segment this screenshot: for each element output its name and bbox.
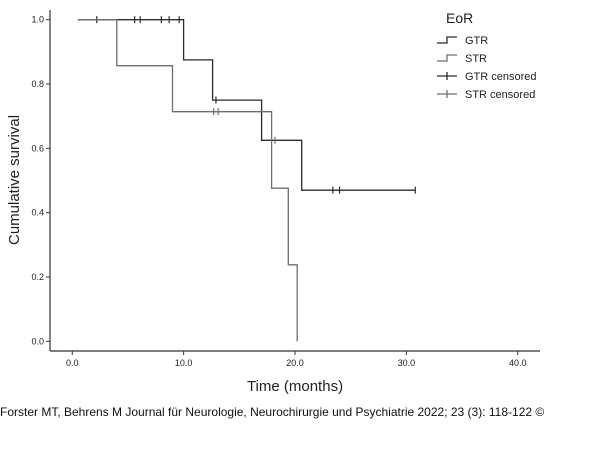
series-str [77, 19, 298, 342]
y-tick-label: 0.8 [31, 79, 44, 89]
x-tick-label: 20.0 [286, 358, 304, 368]
y-tick-label: 0.0 [31, 336, 44, 346]
legend-label: GTR [465, 35, 488, 47]
figure-caption: Forster MT, Behrens M Journal für Neurol… [0, 405, 545, 419]
y-axis-ticks: 0.0 0.2 0.4 0.6 0.8 1.0 [31, 15, 50, 346]
legend-item: GTR censored [437, 71, 537, 83]
legend-item: STR censored [437, 89, 535, 101]
survival-curve-str [77, 19, 298, 342]
x-tick-label: 40.0 [509, 358, 527, 368]
y-tick-label: 1.0 [31, 15, 44, 25]
legend-item: STR [437, 53, 487, 65]
y-axis-title: Cumulative survival [6, 115, 23, 245]
y-tick-label: 0.6 [31, 143, 44, 153]
survival-curve-gtr [77, 19, 416, 191]
legend-items: GTR STR GTR censored STR censored [437, 35, 537, 101]
legend-label: STR censored [465, 89, 535, 101]
x-axis-title: Time (months) [247, 378, 343, 395]
legend-item: GTR [437, 35, 488, 47]
x-tick-label: 10.0 [175, 358, 193, 368]
legend-step-icon [437, 36, 457, 44]
y-tick-label: 0.4 [31, 208, 44, 218]
legend-step-icon [437, 54, 457, 62]
legend: EoR GTR STR GTR censored STR censored [437, 10, 537, 101]
legend-label: STR [465, 53, 487, 65]
km-chart: 0.0 10.0 20.0 30.0 40.0 0.0 0.2 0.4 0.6 0.8 1.0 T… [6, 10, 540, 395]
x-tick-label: 30.0 [398, 358, 416, 368]
series-gtr [77, 16, 416, 194]
x-tick-label: 0.0 [66, 358, 79, 368]
series-layer [77, 16, 416, 342]
y-tick-label: 0.2 [31, 272, 44, 282]
legend-label: GTR censored [465, 71, 537, 83]
x-axis-ticks: 0.0 10.0 20.0 30.0 40.0 [66, 351, 526, 368]
legend-title: EoR [446, 10, 473, 26]
